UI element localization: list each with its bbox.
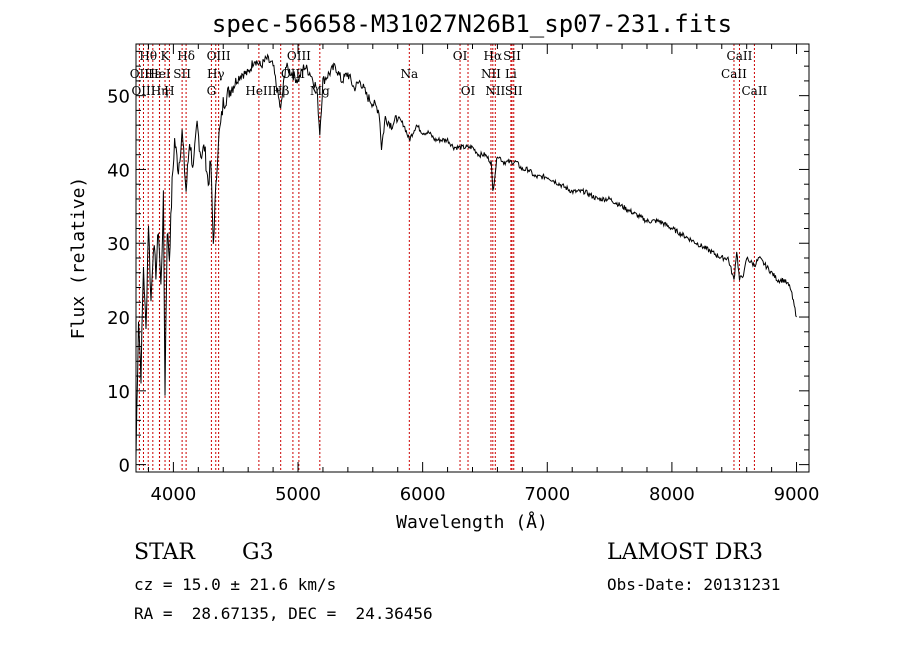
spectral-line-label: OI xyxy=(453,49,468,63)
y-axis-label: Flux (relative) xyxy=(68,177,89,340)
spectral-line-label: CaII xyxy=(721,67,747,81)
spectral-line-label: Hδ xyxy=(177,49,195,63)
spectral-line-markers xyxy=(138,44,755,472)
y-tick-label: 30 xyxy=(107,234,130,255)
spectral-line-label: OI xyxy=(461,84,476,98)
spectral-line-label: H xyxy=(164,84,174,98)
spectral-line-label: OIII xyxy=(281,67,305,81)
survey-name: LAMOST DR3 xyxy=(607,540,763,565)
spectral-line-label: OIII xyxy=(131,84,155,98)
spectral-line-label: Hη xyxy=(151,84,169,98)
spectral-line-label: Na xyxy=(400,67,418,81)
object-subclass: G3 xyxy=(242,540,274,565)
x-tick-label: 7000 xyxy=(524,484,570,505)
spectral-line-label: CaII xyxy=(741,84,767,98)
flux-series-line xyxy=(135,53,797,458)
x-tick-label: 9000 xyxy=(774,484,820,505)
x-tick-label: 6000 xyxy=(400,484,446,505)
chart-title: spec-56658-M31027N26B1_sp07-231.fits xyxy=(212,10,732,38)
spectral-line-label: NII xyxy=(485,84,505,98)
spectral-line-label: OIII xyxy=(287,49,311,63)
spectral-line-label: Hθ xyxy=(139,49,157,63)
spectral-line-label: Li xyxy=(505,67,517,81)
spectral-line-label: Hβ xyxy=(272,84,289,98)
spectral-line-label: Hε xyxy=(144,67,161,81)
y-tick-label: 40 xyxy=(107,160,130,181)
spectral-line-label: K xyxy=(161,49,171,63)
y-tick-label: 0 xyxy=(119,456,130,477)
plot-frame xyxy=(135,43,810,473)
spectral-line-label: CaII xyxy=(727,49,753,63)
spectral-line-label: SII xyxy=(503,49,521,63)
y-axis: 0 10 20 30 40 50 xyxy=(107,50,809,477)
y-tick-label: 20 xyxy=(107,308,130,329)
spectral-line-label: SII xyxy=(173,67,191,81)
spectral-line-labels: Hθ OII OIII Hε Hη K HeI H SII Hδ OIII Hγ G HeII Hβ OIII… xyxy=(130,49,768,98)
obs-date-text: Obs-Date: 20131231 xyxy=(607,575,781,594)
x-axis: 4000 5000 6000 7000 8000 9000 xyxy=(147,44,820,505)
x-tick-label: 5000 xyxy=(275,484,321,505)
y-tick-label: 10 xyxy=(107,382,130,403)
x-axis-label: Wavelength (Å) xyxy=(396,511,548,533)
spectral-line-label: OII xyxy=(130,67,150,81)
x-tick-label: 4000 xyxy=(150,484,196,505)
spectral-line-label: Hα xyxy=(484,49,503,63)
object-class: STAR xyxy=(134,540,195,565)
spectral-line-label: Mg xyxy=(310,84,330,98)
spectral-line-label: SII xyxy=(505,84,523,98)
spectral-line-label: OIII xyxy=(207,49,231,63)
x-tick-label: 8000 xyxy=(649,484,695,505)
spectral-line-label: NII xyxy=(481,67,501,81)
spectral-line-label: HeI xyxy=(148,67,171,81)
redshift-text: cz = 15.0 ± 21.6 km/s xyxy=(134,575,337,594)
coordinates-text: RA = 28.67135, DEC = 24.36456 xyxy=(134,604,433,623)
spectral-line-label: HeII xyxy=(245,84,272,98)
series-layer xyxy=(135,53,797,458)
spectral-line-label: G xyxy=(207,84,217,98)
y-tick-label: 50 xyxy=(107,87,130,108)
spectral-line-label: Hγ xyxy=(207,67,225,81)
